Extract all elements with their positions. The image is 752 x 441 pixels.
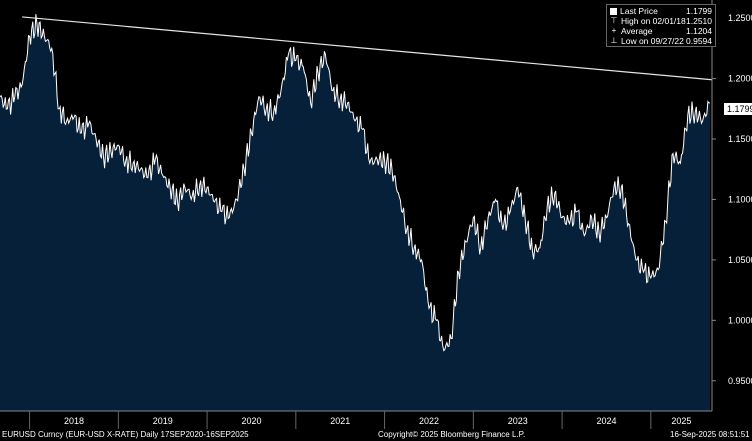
average-marker-icon: + bbox=[611, 26, 617, 35]
y-tick-label: 1.2000 bbox=[728, 74, 752, 84]
legend-row-average: + Average 1.1204 bbox=[610, 26, 712, 36]
legend-value: 1.2510 bbox=[686, 16, 712, 26]
low-marker-icon: ⊥ bbox=[610, 36, 618, 45]
x-tick-label: 2025 bbox=[671, 416, 691, 426]
legend-label: Average bbox=[621, 26, 653, 36]
y-tick-label: 1.1500 bbox=[728, 134, 752, 144]
x-tick-label: 2019 bbox=[153, 416, 173, 426]
y-tick-label: 1.2500 bbox=[728, 13, 752, 23]
y-tick-label: 1.1000 bbox=[728, 194, 752, 204]
legend-row-low: ⊥ Low on 09/27/22 0.9594 bbox=[610, 36, 712, 46]
legend: Last Price 1.1799 ⊤ High on 02/01/18 1.25… bbox=[606, 4, 716, 47]
y-tick-label: 1.0500 bbox=[728, 255, 752, 265]
x-tick-label: 2022 bbox=[419, 416, 439, 426]
x-axis: 2018 2019 2020 2021 2022 2023 2024 2025 bbox=[0, 410, 712, 429]
price-area bbox=[0, 14, 710, 411]
legend-label: High on 02/01/18 bbox=[621, 16, 686, 26]
legend-label: Last Price bbox=[620, 6, 658, 16]
legend-row-last: Last Price 1.1799 bbox=[610, 6, 712, 16]
footer-copyright: Copyright© 2025 Bloomberg Finance L.P. bbox=[378, 430, 526, 439]
footer-timestamp: 16-Sep-2025 08:51:51 bbox=[670, 430, 750, 439]
x-tick-label: 2021 bbox=[330, 416, 350, 426]
x-tick-label: 2024 bbox=[596, 416, 616, 426]
legend-value: 1.1204 bbox=[686, 26, 712, 36]
resistance-trendline bbox=[22, 16, 713, 81]
footer-instrument: EURUSD Curncy (EUR-USD X-RATE) Daily 17S… bbox=[2, 430, 249, 439]
x-tick-label: 2018 bbox=[64, 416, 84, 426]
last-price-tag: 1.1799 bbox=[724, 103, 752, 115]
legend-label: Low on 09/27/22 bbox=[621, 36, 684, 46]
last-price-swatch bbox=[610, 7, 617, 15]
legend-value: 0.9594 bbox=[686, 36, 712, 46]
x-tick-label: 2023 bbox=[508, 416, 528, 426]
legend-value: 1.1799 bbox=[686, 6, 712, 16]
legend-row-high: ⊤ High on 02/01/18 1.2510 bbox=[610, 16, 712, 26]
price-line bbox=[0, 14, 710, 352]
x-tick-label: 2020 bbox=[241, 416, 261, 426]
y-tick-label: 0.9500 bbox=[728, 376, 752, 386]
high-marker-icon: ⊤ bbox=[610, 16, 618, 25]
